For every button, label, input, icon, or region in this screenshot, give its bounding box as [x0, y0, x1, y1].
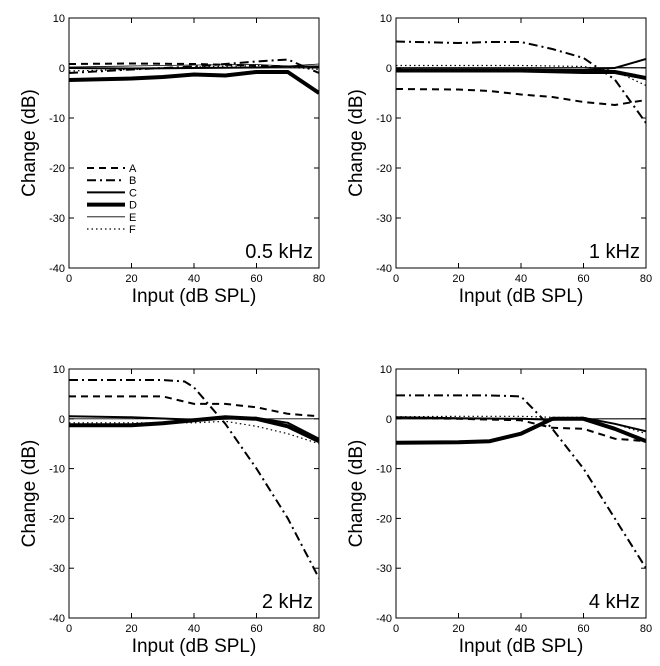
x-tick-label: 0	[393, 273, 399, 285]
x-tick-label: 20	[125, 273, 137, 285]
x-tick-label: 80	[640, 273, 652, 285]
legend-label-A: A	[129, 163, 137, 175]
axes-frame	[395, 368, 647, 619]
series-line-B	[396, 394, 646, 569]
y-tick-label: -10	[49, 464, 65, 476]
y-tick-label: -30	[49, 213, 65, 225]
series-line-A	[396, 88, 646, 106]
x-tick-label: 60	[577, 623, 589, 635]
axes-frame	[395, 17, 647, 269]
y-tick-label: 0	[386, 414, 392, 426]
series-group	[396, 40, 646, 124]
x-tick-label: 80	[640, 623, 652, 635]
x-axis-label: Input (dB SPL)	[132, 286, 257, 307]
x-tick-label: 20	[125, 623, 137, 635]
panel-frequency-label: 0.5 kHz	[245, 241, 313, 263]
x-tick-label: 60	[250, 623, 262, 635]
series-line-A	[396, 416, 646, 443]
x-tick-label: 0	[66, 623, 72, 635]
y-tick-label: -40	[376, 613, 392, 625]
y-tick-label: -20	[49, 513, 65, 525]
y-axis-label: Change (dB)	[19, 440, 40, 548]
y-tick-label: 10	[53, 13, 65, 25]
y-tick-label: -30	[376, 563, 392, 575]
series-line-C	[69, 65, 319, 70]
y-tick-label: -40	[49, 263, 65, 275]
series-group	[69, 379, 319, 579]
y-axis-label: Change (dB)	[19, 89, 40, 197]
x-tick-label: 0	[66, 273, 72, 285]
y-tick-label: -30	[49, 563, 65, 575]
x-tick-label: 0	[393, 623, 399, 635]
y-tick-label: 10	[380, 364, 392, 376]
series-line-F	[69, 420, 319, 445]
y-tick-label: -10	[49, 113, 65, 125]
x-tick-label: 60	[577, 273, 589, 285]
x-tick-label: 40	[188, 273, 200, 285]
x-axis-label: Input (dB SPL)	[459, 286, 584, 307]
x-axis-label: Input (dB SPL)	[132, 636, 257, 657]
y-tick-label: -10	[376, 113, 392, 125]
y-tick-label: 10	[380, 13, 392, 25]
legend-label-D: D	[129, 200, 137, 212]
axes-frame	[68, 368, 320, 619]
series-line-D	[396, 416, 646, 445]
y-tick-label: 0	[59, 414, 65, 426]
series-group	[396, 394, 646, 569]
y-axis-label: Change (dB)	[346, 89, 367, 197]
series-line-E	[69, 63, 319, 68]
y-tick-label: 0	[386, 63, 392, 75]
x-tick-label: 80	[313, 273, 325, 285]
series-line-B	[69, 379, 319, 579]
panel-frequency-label: 2 kHz	[262, 591, 313, 613]
series-line-D	[396, 68, 646, 80]
x-tick-label: 60	[250, 273, 262, 285]
axes-frame	[68, 17, 320, 269]
y-tick-label: 0	[59, 63, 65, 75]
x-tick-label: 80	[313, 623, 325, 635]
legend-label-B: B	[129, 175, 136, 187]
y-tick-label: 10	[53, 364, 65, 376]
y-tick-label: -20	[376, 163, 392, 175]
y-tick-label: -40	[49, 613, 65, 625]
x-axis-label: Input (dB SPL)	[459, 636, 584, 657]
panel-frequency-label: 4 kHz	[589, 591, 640, 613]
x-tick-label: 40	[515, 273, 527, 285]
y-axis-label: Change (dB)	[346, 440, 367, 548]
y-tick-label: -10	[376, 464, 392, 476]
x-tick-label: 20	[452, 623, 464, 635]
y-tick-label: -40	[376, 263, 392, 275]
legend-label-E: E	[129, 212, 136, 224]
x-tick-label: 40	[188, 623, 200, 635]
x-tick-label: 20	[452, 273, 464, 285]
series-line-B	[396, 40, 646, 124]
series-group	[69, 58, 319, 95]
x-tick-label: 40	[515, 623, 527, 635]
series-line-A	[69, 395, 319, 418]
y-tick-label: -20	[49, 163, 65, 175]
series-line-B	[69, 58, 319, 74]
y-tick-label: -30	[376, 213, 392, 225]
panel-frequency-label: 1 kHz	[589, 241, 640, 263]
legend-label-F: F	[129, 224, 136, 236]
series-line-D	[69, 70, 319, 95]
y-tick-label: -20	[376, 513, 392, 525]
legend-label-C: C	[129, 187, 137, 199]
